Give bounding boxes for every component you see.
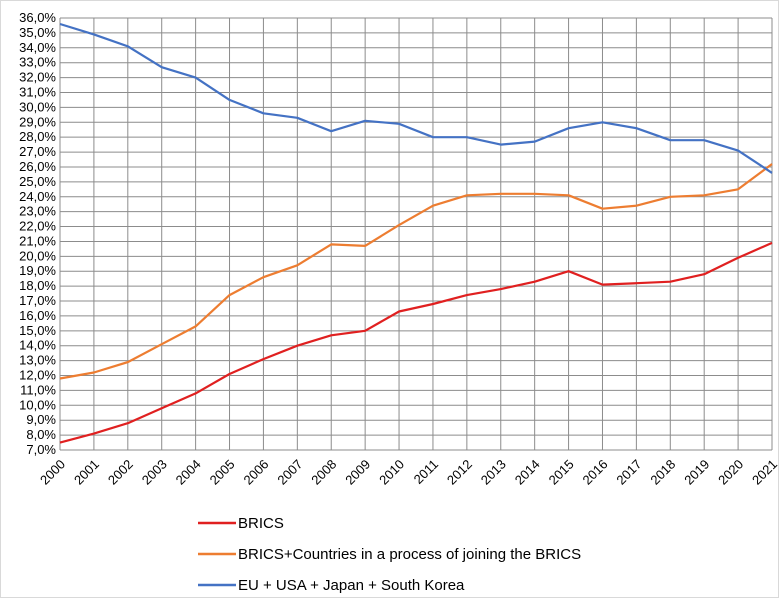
y-tick-label: 17,0% [19, 293, 56, 308]
x-tick-label: 2011 [411, 457, 441, 487]
y-tick-label: 26,0% [19, 159, 56, 174]
y-tick-label: 8,0% [26, 427, 56, 442]
legend: BRICS BRICS+Countries in a process of joi… [198, 515, 581, 594]
x-tick-label: 2020 [715, 457, 746, 488]
y-tick-label: 15,0% [19, 323, 56, 338]
y-tick-label: 14,0% [19, 338, 56, 353]
y-tick-label: 30,0% [19, 99, 56, 114]
y-tick-label: 16,0% [19, 308, 56, 323]
y-tick-label: 35,0% [19, 25, 56, 40]
x-tick-label: 2009 [342, 457, 373, 488]
x-tick-label: 2013 [478, 457, 509, 488]
y-tick-label: 23,0% [19, 204, 56, 219]
y-tick-label: 12,0% [19, 368, 56, 383]
y-tick-label: 27,0% [19, 144, 56, 159]
x-tick-label: 2004 [173, 457, 204, 488]
x-tick-label: 2019 [681, 457, 712, 488]
x-tick-label: 2005 [207, 457, 238, 488]
x-tick-label: 2003 [139, 457, 170, 488]
y-tick-label: 29,0% [19, 114, 56, 129]
x-tick-label: 2006 [240, 457, 271, 488]
series-line-3 [59, 22, 773, 174]
x-tick-label: 2014 [512, 457, 543, 488]
y-tick-label: 7,0% [26, 442, 56, 457]
y-tick-label: 20,0% [19, 248, 56, 263]
y-tick-label: 25,0% [19, 174, 56, 189]
y-tick-label: 22,0% [19, 219, 56, 234]
y-tick-label: 31,0% [19, 84, 56, 99]
y-tick-label: 24,0% [19, 189, 56, 204]
x-tick-label: 2008 [308, 457, 339, 488]
y-tick-label: 36,0% [19, 10, 56, 25]
y-tick-label: 11,0% [20, 382, 56, 397]
legend-label: BRICS [238, 515, 284, 532]
y-tick-label: 28,0% [19, 129, 56, 144]
y-tick-label: 21,0% [19, 233, 56, 248]
y-tick-label: 32,0% [19, 70, 56, 85]
y-tick-label: 9,0% [26, 412, 56, 427]
x-tick-label: 2010 [376, 457, 407, 488]
y-tick-label: 13,0% [19, 353, 56, 368]
series-line-2 [59, 163, 773, 380]
x-tick-label: 2012 [444, 457, 475, 488]
x-tick-label: 2007 [274, 457, 305, 488]
x-tick-label: 2000 [37, 457, 68, 488]
x-tick-label: 2017 [613, 457, 644, 488]
x-tick-label: 2021 [749, 457, 779, 488]
y-tick-label: 33,0% [19, 55, 56, 70]
y-tick-label: 18,0% [19, 278, 56, 293]
y-tick-label: 10,0% [19, 397, 56, 412]
x-tick-label: 2015 [546, 457, 577, 488]
y-tick-label: 19,0% [19, 263, 56, 278]
x-tick-label: 2001 [71, 457, 102, 488]
y-axis-ticks: 7,0%8,0%9,0%10,0%11,0%12,0%13,0%14,0%15,… [19, 10, 56, 457]
x-tick-label: 2002 [105, 457, 136, 488]
legend-label: BRICS+Countries in a process of joining … [238, 546, 581, 563]
series-line-1 [59, 241, 773, 444]
y-tick-label: 34,0% [19, 40, 56, 55]
x-tick-label: 2016 [580, 457, 611, 488]
chart-grid [59, 17, 773, 451]
legend-label: EU + USA + Japan + South Korea [238, 577, 465, 594]
series-lines [59, 22, 773, 444]
x-tick-label: 2018 [647, 457, 678, 488]
x-axis-ticks: 2000 2001 2002 2003 2004 2005 2006 2007 2008 2009… [37, 457, 779, 488]
